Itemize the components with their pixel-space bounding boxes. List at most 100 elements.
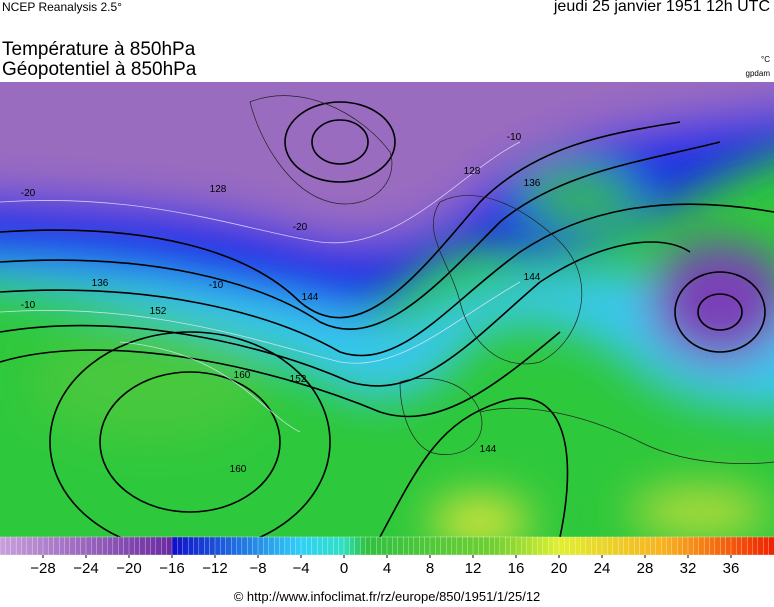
colorbar-swatch: [763, 536, 770, 556]
colorbar-swatch: [64, 536, 71, 556]
colorbar-swatch: [15, 536, 22, 556]
title-line: Géopotentiel à 850hPa: [2, 59, 197, 80]
contour-label: -10: [209, 280, 224, 291]
colorbar-swatch: [370, 536, 377, 556]
colorbar-swatch: [177, 536, 184, 556]
colorbar-swatch: [515, 536, 522, 556]
map: 128 136 144 152 160 160 136 144 128 152 144 -10 -20 -…: [0, 82, 774, 537]
colorbar-tick-label: −16: [159, 560, 184, 577]
colorbar-swatch: [623, 536, 630, 556]
contour-label: -10: [507, 132, 522, 143]
colorbar-tick-label: −8: [249, 560, 266, 577]
colorbar-swatch: [429, 536, 436, 556]
colorbar-swatch: [644, 536, 651, 556]
colorbar-swatch: [569, 536, 576, 556]
colorbar-tick-label: 4: [383, 560, 391, 577]
colorbar-swatch: [752, 536, 759, 556]
colorbar-swatch: [741, 536, 748, 556]
colorbar-swatch: [574, 536, 581, 556]
colorbar-swatch: [150, 536, 157, 556]
colorbar-swatch: [101, 536, 108, 556]
colorbar-swatch: [21, 536, 28, 556]
colorbar-swatch: [542, 536, 549, 556]
colorbar-swatch: [521, 536, 528, 556]
contour-label: 128: [464, 166, 481, 177]
colorbar-swatch: [596, 536, 603, 556]
colorbar-tick-label: 0: [340, 560, 348, 577]
colorbar-swatch: [730, 536, 737, 556]
colorbar-swatch: [359, 536, 366, 556]
colorbar-swatch: [333, 536, 340, 556]
colorbar-swatch: [419, 536, 426, 556]
colorbar-swatch: [193, 536, 200, 556]
colorbar-swatch: [128, 536, 135, 556]
unit: °C: [761, 55, 770, 64]
contour-label: -20: [21, 188, 36, 199]
colorbar-swatch: [553, 536, 560, 556]
colorbar-swatch: [634, 536, 641, 556]
colorbar-swatch: [58, 536, 65, 556]
colorbar-swatch: [494, 536, 501, 556]
contour-label: 160: [230, 464, 247, 475]
colorbar-swatch: [757, 536, 764, 556]
colorbar-swatch: [139, 536, 146, 556]
colorbar-swatch: [510, 536, 517, 556]
colorbar-swatch: [32, 536, 39, 556]
colorbar-swatch: [408, 536, 415, 556]
temperature-field: [0, 82, 774, 537]
colorbar-swatch: [564, 536, 571, 556]
colorbar-tick-label: 16: [508, 560, 525, 577]
colorbar-swatch: [526, 536, 533, 556]
colorbar-swatch: [381, 536, 388, 556]
colorbar-swatch: [467, 536, 474, 556]
colorbar-swatch: [247, 536, 254, 556]
colorbar-swatch: [53, 536, 60, 556]
colorbar-swatch: [478, 536, 485, 556]
colorbar-swatch: [548, 536, 555, 556]
colorbar-swatch: [257, 536, 264, 556]
colorbar-swatch: [273, 536, 280, 556]
colorbar-swatch: [392, 536, 399, 556]
contour-label: 136: [92, 278, 109, 289]
colorbar-swatch: [112, 536, 119, 556]
colorbar-swatch: [306, 536, 313, 556]
colorbar-swatch: [612, 536, 619, 556]
colorbar-swatch: [424, 536, 431, 556]
colorbar-swatch: [714, 536, 721, 556]
colorbar-swatch: [580, 536, 587, 556]
contour-label: 144: [302, 292, 319, 303]
colorbar-swatch: [166, 536, 173, 556]
colorbar-tick-label: −12: [202, 560, 227, 577]
colorbar-swatch: [537, 536, 544, 556]
colorbar-tick-label: −20: [116, 560, 141, 577]
colorbar-swatch: [48, 536, 55, 556]
colorbar: −28 −24 −20 −16 −12 −8 −4 0 4 8 12 16 20 24 28 32 36: [0, 536, 774, 577]
colorbar-swatch: [558, 536, 565, 556]
colorbar-swatch: [720, 536, 727, 556]
colorbar-swatch: [316, 536, 323, 556]
colorbar-swatch: [107, 536, 114, 556]
colorbar-swatch: [499, 536, 506, 556]
colorbar-swatch: [660, 536, 667, 556]
contour-label: 136: [524, 178, 541, 189]
colorbar-swatch: [349, 536, 356, 556]
colorbar-swatch: [118, 536, 125, 556]
colorbar-swatch: [601, 536, 608, 556]
colorbar-swatch: [655, 536, 662, 556]
colorbar-swatch: [144, 536, 151, 556]
colorbar-swatch: [671, 536, 678, 556]
colorbar-swatch: [91, 536, 98, 556]
date: jeudi 25 janvier 1951 12h UTC: [553, 0, 770, 15]
colorbar-swatch: [322, 536, 329, 556]
colorbar-swatch: [85, 536, 92, 556]
colorbar-swatch: [709, 536, 716, 556]
colorbar-swatch: [386, 536, 393, 556]
contour-label: -10: [21, 300, 36, 311]
colorbar-swatch: [483, 536, 490, 556]
colorbar-swatch: [531, 536, 538, 556]
colorbar-tick-label: −28: [30, 560, 55, 577]
colorbar-swatch: [0, 536, 6, 556]
colorbar-swatch: [617, 536, 624, 556]
colorbar-swatch: [435, 536, 442, 556]
colorbar-swatch: [252, 536, 259, 556]
